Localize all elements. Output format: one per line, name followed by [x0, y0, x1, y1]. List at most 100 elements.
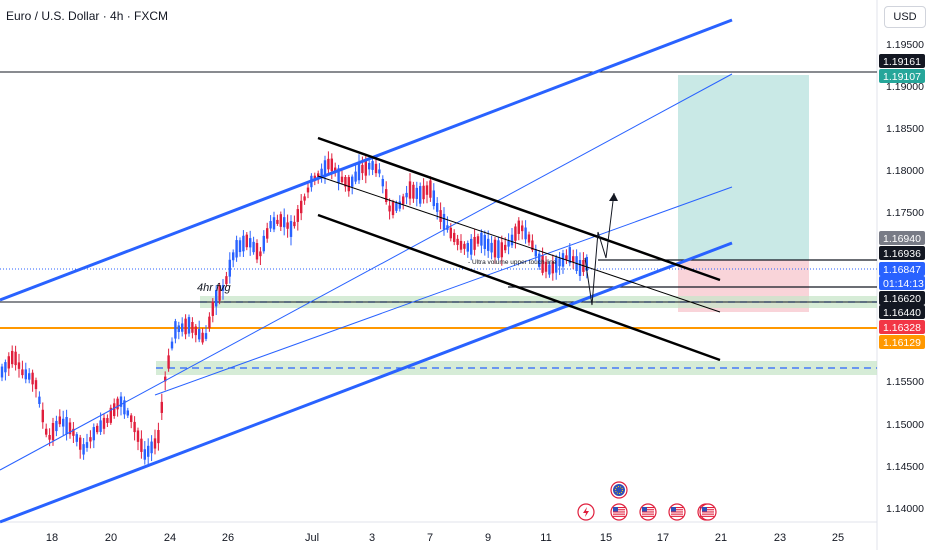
candle-body: [252, 241, 255, 253]
candle-body: [266, 228, 269, 239]
candle-body: [102, 417, 106, 429]
time-tick-label: 18: [46, 532, 58, 544]
candle-body: [408, 181, 412, 199]
candle-body: [113, 403, 116, 417]
candle-body: [249, 238, 252, 248]
candle-body: [524, 227, 527, 240]
price-badge-text: 1.19161: [883, 56, 921, 68]
channel-label[interactable]: - Ultra volume upper touch line: [468, 259, 557, 266]
lightning-icon[interactable]: [577, 503, 595, 521]
candle-body: [497, 240, 500, 259]
price-badge: 1.16620: [879, 291, 925, 305]
us-flag-icon[interactable]: [639, 503, 657, 521]
candle-body: [378, 169, 381, 174]
ascending-channel-mid[interactable]: [154, 186, 733, 396]
candle-body: [500, 242, 503, 258]
candle-body: [41, 409, 44, 423]
candle-body: [368, 162, 371, 170]
candle-body: [116, 398, 119, 410]
candle-body: [337, 168, 340, 184]
target-zone[interactable]: [678, 75, 809, 260]
candle-body: [150, 441, 153, 454]
price-badge: 1.16940: [879, 231, 925, 245]
candle-body: [507, 240, 510, 247]
time-tick-label: 3: [369, 532, 375, 544]
candle-body: [17, 362, 21, 369]
candle-body: [218, 285, 221, 301]
candle-body: [283, 217, 286, 228]
candle-body: [344, 176, 347, 187]
candle-body: [289, 221, 293, 237]
price-badge-text: 1.16940: [883, 233, 921, 245]
candle-body: [153, 438, 157, 449]
ascending-channel-inner-upper[interactable]: [0, 73, 733, 471]
candle-body: [92, 427, 95, 441]
candle-body: [58, 416, 61, 425]
candle-body: [7, 356, 10, 369]
candle-body: [527, 234, 531, 243]
price-badge-text: 1.16620: [883, 293, 921, 305]
candle-body: [238, 240, 242, 253]
candle-body: [31, 372, 34, 385]
price-badge: 1.16847: [879, 262, 925, 276]
price-badge: 01:14:13: [879, 276, 925, 290]
us-flag-icon[interactable]: [668, 503, 686, 521]
candle-body: [541, 255, 544, 273]
candle-body: [340, 176, 344, 183]
candle-body: [89, 437, 92, 442]
candle-body: [487, 238, 490, 251]
candle-body: [14, 351, 17, 366]
candle-body: [538, 253, 541, 267]
candle-body: [357, 162, 361, 181]
candle-body: [534, 249, 537, 257]
descending-channel-lower[interactable]: [317, 213, 721, 362]
candle-body: [68, 422, 72, 435]
candle-body: [174, 321, 177, 339]
candle-body: [99, 420, 102, 432]
candle-body: [483, 235, 486, 249]
candle-body: [320, 168, 323, 178]
ascending-channel-upper[interactable]: [0, 18, 733, 302]
candle-body: [136, 430, 140, 442]
candle-body: [453, 232, 456, 242]
price-tick-label: 1.14500: [886, 461, 924, 473]
candle-body: [21, 369, 24, 376]
ascending-channel-lower[interactable]: [0, 241, 733, 524]
candle-body: [459, 240, 463, 250]
price-badge-text: 1.16328: [883, 322, 921, 334]
projection-path[interactable]: [584, 192, 615, 306]
us-flag-icon[interactable]: [699, 503, 717, 521]
candle-body: [422, 185, 425, 200]
candle-body: [473, 236, 476, 250]
candle-body: [385, 189, 388, 202]
time-tick-label: 26: [222, 532, 234, 544]
candle-body: [38, 396, 41, 404]
candle-body: [279, 214, 282, 227]
candle-body: [235, 240, 238, 258]
economic-events[interactable]: [577, 481, 717, 521]
candle-body: [439, 210, 442, 222]
candle-body: [521, 225, 524, 232]
candle-body: [232, 252, 235, 261]
candle-body: [276, 219, 279, 224]
descending-channel-upper[interactable]: [317, 136, 721, 282]
time-tick-label: 24: [164, 532, 176, 544]
candle-body: [398, 201, 401, 209]
candle-body: [225, 276, 228, 285]
time-tick-label: 25: [832, 532, 844, 544]
fvg-label[interactable]: 4hr fvg: [197, 282, 232, 294]
candle-body: [51, 422, 55, 441]
candle-body: [572, 256, 575, 263]
time-tick-label: 15: [600, 532, 612, 544]
descending-channel-mid[interactable]: [317, 175, 721, 313]
candle-body: [323, 160, 327, 177]
candle-body: [259, 251, 262, 257]
us-flag-icon[interactable]: [610, 503, 628, 521]
candle-body: [181, 323, 184, 332]
currency-button[interactable]: USD: [884, 6, 926, 28]
eu-flag-icon[interactable]: [610, 481, 628, 499]
candle-body: [28, 373, 31, 380]
candle-body: [85, 442, 89, 448]
